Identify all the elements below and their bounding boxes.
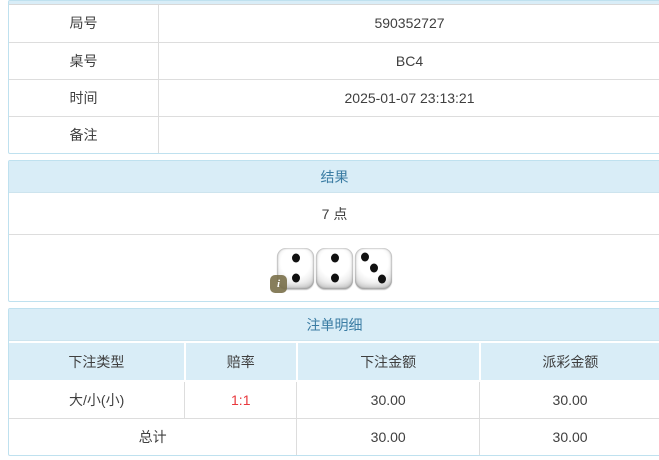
die-pip — [291, 273, 300, 283]
odds-cell: 1:1 — [184, 381, 297, 418]
result-panel: 结果 7 点 i — [8, 160, 659, 302]
total-payout-amount-cell: 30.00 — [479, 417, 659, 455]
total-label-cell: 总计 — [9, 417, 297, 455]
total-bet-amount-cell: 30.00 — [296, 417, 480, 455]
col-header-payout-amount: 派彩金额 — [478, 341, 659, 382]
col-header-odds: 赔率 — [183, 341, 297, 382]
die-pip — [378, 274, 386, 284]
die-1-value-2: i — [270, 247, 314, 293]
col-header-bet-type: 下注类型 — [9, 341, 185, 382]
info-icon[interactable]: i — [270, 274, 287, 293]
bet-details-table: 下注类型 赔率 下注金额 派彩金额 大/小(小) 1:1 30.00 30.00… — [9, 341, 659, 455]
time-label: 时间 — [9, 80, 159, 116]
table-number-label: 桌号 — [9, 43, 159, 79]
die-pip — [369, 263, 378, 273]
game-number-value: 590352727 — [374, 15, 445, 31]
die-pip — [360, 252, 369, 262]
info-row-time: 时间 2025-01-07 23:13:21 — [9, 79, 659, 116]
cut-off-header-strip — [9, 1, 659, 5]
total-row: 总计 30.00 30.00 — [9, 417, 659, 455]
info-row-game-number: 局号 590352727 — [9, 5, 659, 42]
dice-group: i — [9, 235, 659, 301]
time-value: 2025-01-07 23:13:21 — [344, 90, 475, 106]
bet-details-title: 注单明细 — [9, 309, 659, 341]
remark-label: 备注 — [9, 117, 159, 153]
die-2-value-2 — [316, 247, 353, 289]
result-panel-title: 结果 — [9, 161, 659, 193]
bet-row: 大/小(小) 1:1 30.00 30.00 — [9, 381, 659, 418]
table-number-value: BC4 — [395, 53, 424, 69]
page: 局号 590352727 桌号 BC4 时间 2025-01-07 23:13:… — [8, 0, 659, 456]
payout-amount-cell: 30.00 — [479, 381, 659, 418]
game-info-table: 局号 590352727 桌号 BC4 时间 2025-01-07 23:13:… — [8, 0, 659, 154]
game-number-label: 局号 — [9, 5, 159, 42]
bet-table-header-row: 下注类型 赔率 下注金额 派彩金额 — [9, 341, 659, 382]
die-pip — [291, 253, 300, 263]
bet-details-panel: 注单明细 下注类型 赔率 下注金额 派彩金额 大/小(小) 1:1 30.00 … — [8, 308, 659, 456]
die-pip — [330, 273, 339, 283]
bet-amount-cell: 30.00 — [296, 381, 480, 418]
remark-value — [159, 117, 659, 153]
die-3-value-3 — [355, 247, 392, 289]
result-points: 7 点 — [9, 193, 659, 235]
info-row-table-number: 桌号 BC4 — [9, 42, 659, 79]
col-header-bet-amount: 下注金额 — [295, 341, 480, 382]
bet-type-cell: 大/小(小) — [69, 391, 125, 408]
info-row-remark: 备注 — [9, 116, 659, 153]
die-pip — [330, 253, 339, 263]
